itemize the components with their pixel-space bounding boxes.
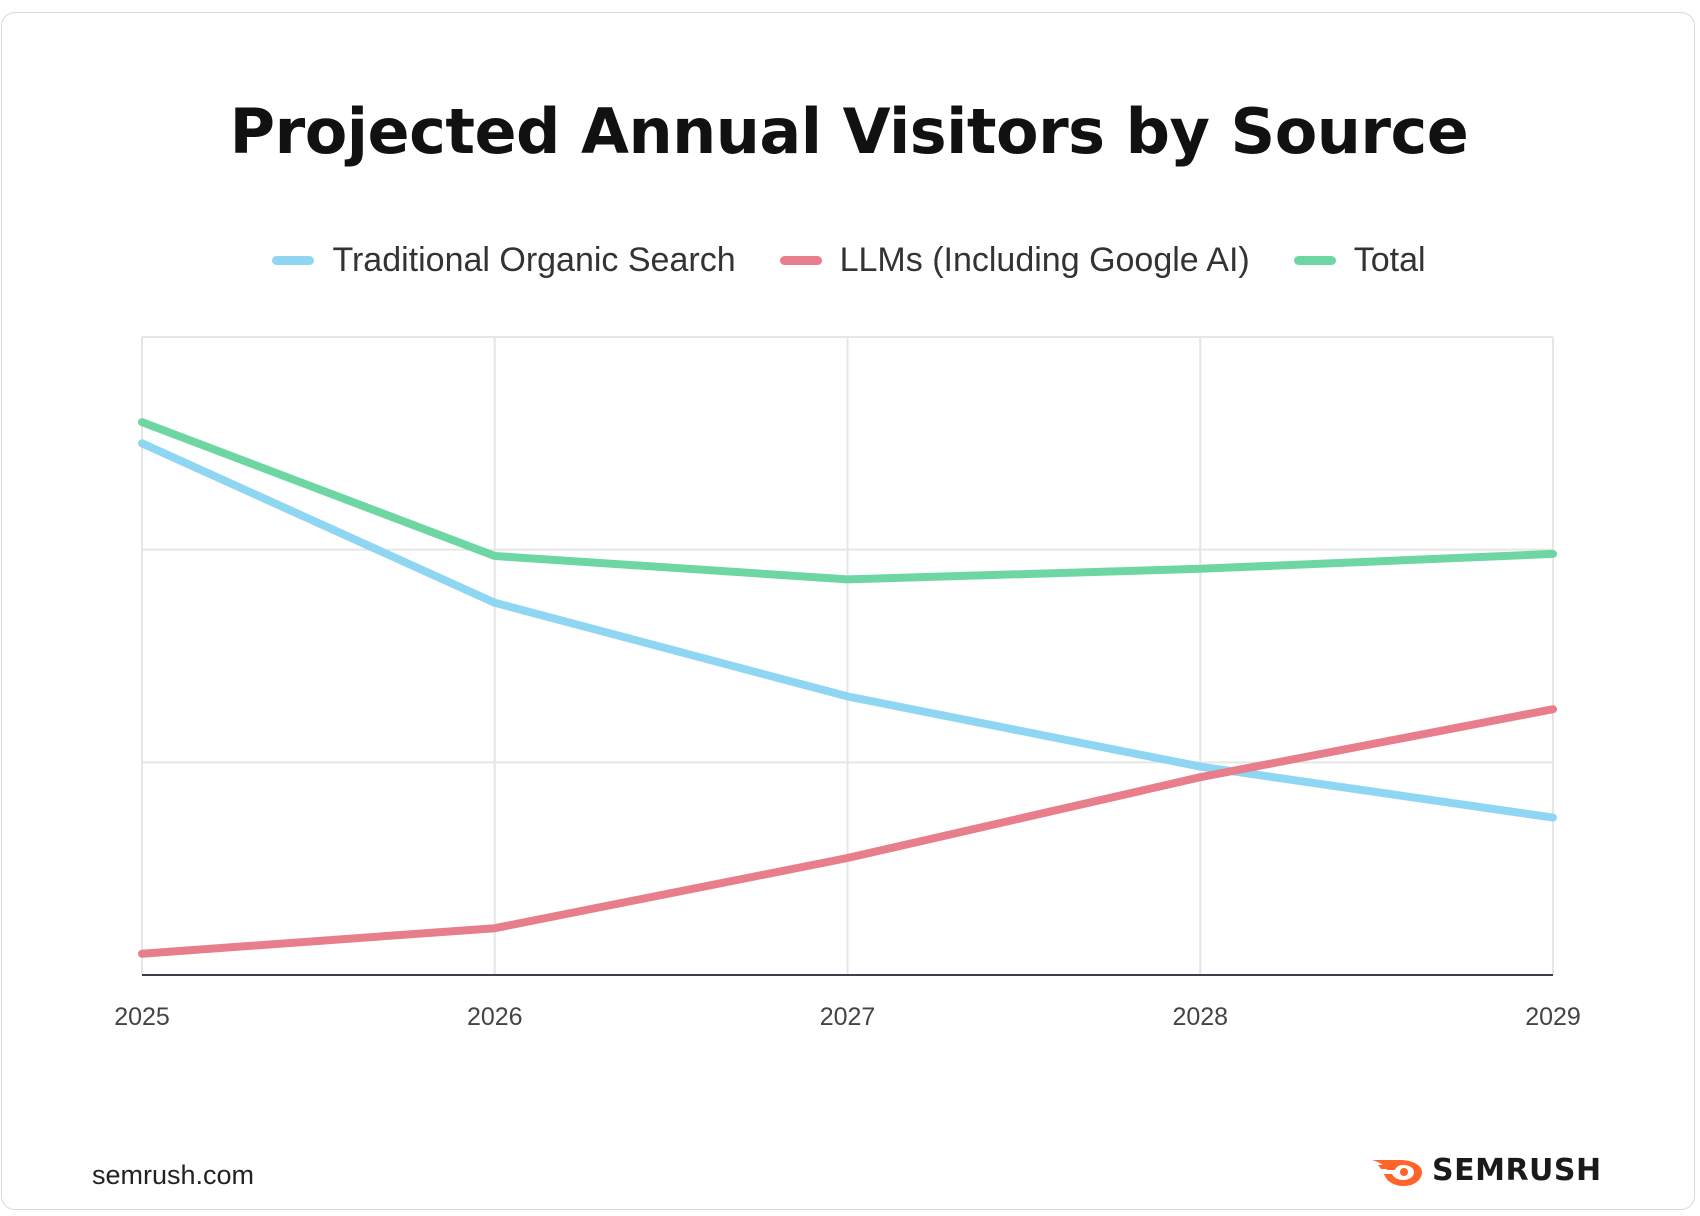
- data-point: [1552, 817, 1554, 819]
- legend-label-llms: LLMs (Including Google AI): [839, 241, 1250, 279]
- brand-logo: SEMRUSH: [1370, 1153, 1602, 1188]
- data-point: [847, 857, 848, 859]
- legend-swatch-organic: [272, 256, 315, 265]
- x-tick-label: 2028: [1172, 1003, 1228, 1031]
- data-point: [1199, 776, 1201, 778]
- data-point: [1552, 553, 1554, 555]
- legend-swatch-llms: [779, 256, 822, 265]
- semrush-fire-icon: [1372, 1159, 1422, 1186]
- legend-label-total: Total: [1353, 241, 1426, 279]
- x-tick-label: 2029: [1525, 1003, 1581, 1031]
- legend-item-total: Total: [1293, 241, 1426, 280]
- data-point: [1199, 766, 1201, 768]
- data-point: [494, 927, 496, 929]
- legend-label-organic: Traditional Organic Search: [332, 241, 736, 279]
- brand-name: SEMRUSH: [1432, 1153, 1602, 1188]
- data-point: [1199, 568, 1201, 570]
- chart-legend: Traditional Organic Search LLMs (Includi…: [2, 241, 1696, 280]
- data-point: [494, 602, 496, 604]
- data-point: [141, 442, 143, 444]
- x-tick-label: 2025: [114, 1003, 170, 1031]
- chart-card: Projected Annual Visitors by Source Trad…: [1, 12, 1695, 1210]
- x-tick-label: 2027: [820, 1003, 876, 1031]
- data-point: [1552, 708, 1554, 710]
- data-point: [847, 695, 848, 697]
- data-point: [141, 421, 143, 423]
- legend-item-llms: LLMs (Including Google AI): [779, 241, 1250, 280]
- data-point: [494, 555, 496, 557]
- legend-item-organic: Traditional Organic Search: [272, 241, 736, 280]
- x-tick-label: 2026: [467, 1003, 523, 1031]
- legend-swatch-total: [1293, 256, 1336, 265]
- data-point: [847, 578, 848, 580]
- chart-title: Projected Annual Visitors by Source: [229, 95, 1469, 168]
- data-point: [141, 953, 143, 955]
- source-text: semrush.com: [92, 1160, 255, 1190]
